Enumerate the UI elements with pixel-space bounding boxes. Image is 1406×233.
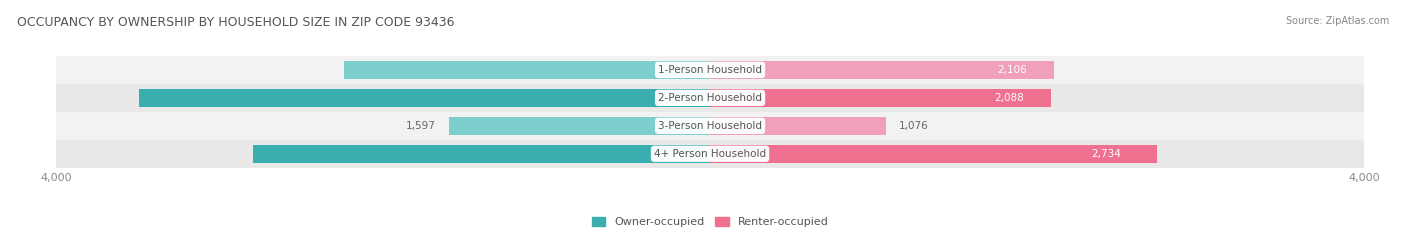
Text: 1,597: 1,597	[406, 121, 436, 131]
Text: 2,088: 2,088	[994, 93, 1024, 103]
Bar	[56, 140, 1364, 168]
Bar	[344, 61, 710, 79]
Text: 3,495: 3,495	[664, 93, 695, 103]
Text: 1,076: 1,076	[898, 121, 929, 131]
Bar	[56, 56, 1364, 84]
Text: 3-Person Household: 3-Person Household	[658, 121, 762, 131]
Bar	[56, 112, 1364, 140]
Bar	[56, 84, 1364, 112]
Text: 1-Person Household: 1-Person Household	[658, 65, 762, 75]
Text: 2,106: 2,106	[997, 65, 1026, 75]
Text: 2,797: 2,797	[673, 149, 703, 159]
Legend: Owner-occupied, Renter-occupied: Owner-occupied, Renter-occupied	[588, 212, 832, 232]
Text: 2,734: 2,734	[1091, 149, 1121, 159]
Bar	[449, 117, 710, 135]
Text: Source: ZipAtlas.com: Source: ZipAtlas.com	[1285, 16, 1389, 26]
Text: 2,239: 2,239	[681, 65, 710, 75]
Text: 4+ Person Household: 4+ Person Household	[654, 149, 766, 159]
Bar	[710, 117, 886, 135]
Bar	[253, 145, 710, 163]
Bar	[710, 89, 1052, 107]
Bar	[139, 89, 710, 107]
Bar	[710, 145, 1157, 163]
Text: OCCUPANCY BY OWNERSHIP BY HOUSEHOLD SIZE IN ZIP CODE 93436: OCCUPANCY BY OWNERSHIP BY HOUSEHOLD SIZE…	[17, 16, 454, 29]
Text: 2-Person Household: 2-Person Household	[658, 93, 762, 103]
Bar	[710, 61, 1054, 79]
